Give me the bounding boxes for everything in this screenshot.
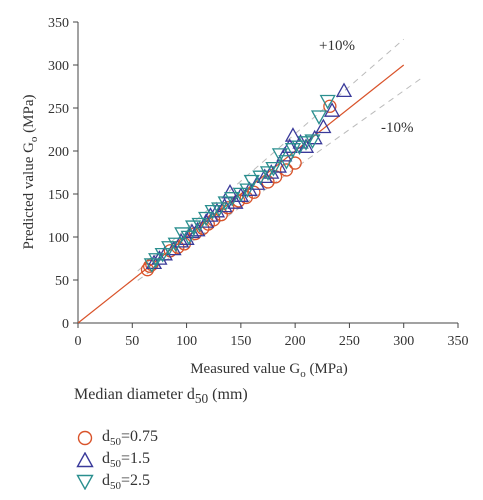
triangle-down-point bbox=[291, 140, 308, 156]
y-tick: 0 bbox=[62, 317, 78, 332]
triangle-up-point bbox=[221, 183, 239, 199]
triangle-down-point bbox=[148, 253, 165, 268]
triangle-up-point bbox=[281, 138, 298, 153]
triangle-down-point bbox=[161, 241, 178, 256]
reference-line-minus-10 bbox=[137, 76, 424, 281]
plot-area: 0 50 100 150 200 250 300 350 0 50 100 150 200 250 300… bbox=[48, 16, 469, 349]
x-axis-ticks: 0 50 100 150 200 250 300 350 bbox=[75, 323, 469, 349]
triangle-down-point bbox=[224, 192, 241, 207]
triangle-up-point bbox=[173, 232, 190, 248]
series-triangle-down bbox=[143, 94, 336, 273]
x-tick: 50 bbox=[125, 323, 139, 349]
x-tick-label: 300 bbox=[393, 334, 414, 349]
reference-lines bbox=[77, 38, 424, 324]
triangle-down-point bbox=[284, 143, 302, 158]
triangle-down-point bbox=[180, 230, 197, 246]
triangle-up-point bbox=[315, 118, 332, 134]
y-tick: 100 bbox=[48, 231, 78, 246]
y-tick: 250 bbox=[48, 102, 78, 117]
y-tick-label: 150 bbox=[48, 188, 69, 203]
x-tick-label: 100 bbox=[176, 334, 197, 349]
y-tick: 300 bbox=[48, 59, 78, 74]
y-tick-label: 200 bbox=[48, 145, 69, 160]
triangle-down-point bbox=[174, 227, 191, 242]
scatter-chart: 0 50 100 150 200 250 300 350 0 50 100 150 200 250 300… bbox=[21, 16, 469, 380]
x-tick: 150 bbox=[230, 323, 251, 349]
annotation-minus-10: -10% bbox=[381, 120, 414, 136]
triangle-down-point bbox=[252, 170, 269, 186]
triangle-down-point bbox=[191, 217, 208, 233]
triangle-up-point bbox=[151, 250, 168, 265]
x-tick: 300 bbox=[393, 323, 414, 349]
triangle-down-point bbox=[211, 202, 228, 217]
triangle-up-point bbox=[270, 158, 287, 173]
x-tick-label: 350 bbox=[448, 334, 469, 349]
x-tick-label: 200 bbox=[285, 334, 306, 349]
legend: Median diameter d50 (mm) d50=0.75 d50=1.… bbox=[74, 386, 374, 496]
triangle-down-point bbox=[217, 196, 234, 211]
y-tick-label: 250 bbox=[48, 102, 69, 117]
y-tick: 50 bbox=[55, 274, 78, 289]
legend-item-d50-0.75: d50=0.75 bbox=[74, 428, 274, 448]
x-tick: 200 bbox=[285, 323, 306, 349]
triangle-down-point bbox=[243, 174, 260, 190]
triangle-down-point bbox=[278, 155, 295, 170]
y-tick-label: 100 bbox=[48, 231, 69, 246]
triangle-up-point bbox=[297, 138, 315, 153]
y-tick: 350 bbox=[48, 16, 78, 31]
legend-label: d50=0.75 bbox=[102, 428, 159, 449]
y-tick-label: 300 bbox=[48, 59, 69, 74]
data-points bbox=[140, 82, 353, 277]
triangle-down-point bbox=[265, 161, 282, 177]
triangle-up-point bbox=[335, 82, 353, 98]
y-axis-label: Predicted value Go (MPa) bbox=[21, 94, 40, 249]
circle-point bbox=[279, 163, 294, 177]
x-axis-label: Measured value Go (MPa) bbox=[190, 361, 348, 380]
y-tick-label: 350 bbox=[48, 16, 69, 31]
triangle-up-point bbox=[208, 202, 226, 218]
annotation-plus-10: +10% bbox=[319, 38, 355, 54]
triangle-down-point bbox=[319, 94, 336, 110]
legend-item-d50-2.5: d50=2.5 bbox=[74, 472, 274, 492]
triangle-down-marker-icon bbox=[76, 474, 94, 490]
y-tick-label: 50 bbox=[55, 274, 69, 289]
x-tick-label: 150 bbox=[230, 334, 251, 349]
triangle-up-marker-icon bbox=[76, 452, 94, 468]
triangle-down-point bbox=[259, 166, 277, 181]
x-tick: 100 bbox=[176, 323, 197, 349]
y-tick: 150 bbox=[48, 188, 78, 203]
x-tick: 0 bbox=[75, 323, 82, 349]
triangle-down-point bbox=[204, 204, 221, 220]
x-tick-label: 0 bbox=[75, 334, 82, 349]
x-tick: 350 bbox=[448, 323, 469, 349]
triangle-down-point bbox=[198, 211, 215, 227]
y-axis-ticks: 0 50 100 150 200 250 300 350 bbox=[48, 16, 78, 332]
triangle-down-point bbox=[167, 237, 184, 253]
circle-point bbox=[288, 156, 302, 170]
y-tick: 200 bbox=[48, 145, 78, 160]
legend-label: d50=2.5 bbox=[102, 472, 151, 493]
circle-point bbox=[323, 99, 337, 113]
triangle-down-point bbox=[239, 183, 256, 199]
triangle-up-point bbox=[256, 168, 273, 184]
x-tick: 250 bbox=[339, 323, 360, 349]
x-tick-label: 50 bbox=[125, 334, 139, 349]
triangle-down-point bbox=[154, 247, 171, 263]
legend-title: Median diameter d50 (mm) bbox=[74, 386, 248, 407]
x-tick-label: 250 bbox=[339, 334, 360, 349]
triangle-down-point bbox=[310, 110, 328, 125]
legend-label: d50=1.5 bbox=[102, 450, 151, 471]
legend-item-d50-1.5: d50=1.5 bbox=[74, 450, 274, 470]
triangle-down-point bbox=[232, 187, 249, 203]
triangle-up-point bbox=[323, 102, 341, 117]
circle-marker-icon bbox=[77, 430, 93, 446]
triangle-down-point bbox=[184, 220, 202, 236]
y-tick-label: 0 bbox=[62, 317, 69, 332]
reference-line-plus-10 bbox=[137, 38, 405, 272]
triangle-up-point bbox=[276, 146, 293, 162]
triangle-down-point bbox=[304, 134, 321, 150]
